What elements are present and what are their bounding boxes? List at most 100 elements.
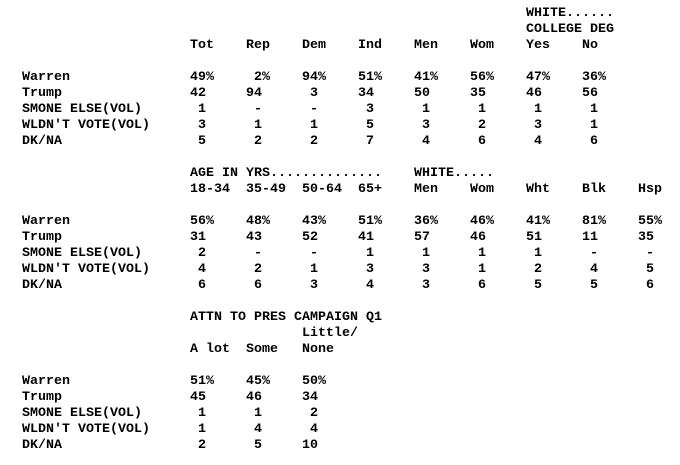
cell: - [254,102,262,117]
row-label: Trump [22,390,62,405]
group-header: WHITE...... [526,6,614,21]
cell: - [254,246,262,261]
cell: 3 [366,102,374,117]
cell: 46 [246,390,262,405]
cell: 1 [478,246,486,261]
cell: 1 [310,118,318,133]
cell: 2 [198,246,206,261]
row-label: SMONE ELSE(VOL) [22,102,142,117]
cell: 6 [254,278,262,293]
cell: - [310,246,318,261]
row-label: DK/NA [22,134,62,149]
row-label: DK/NA [22,438,62,453]
cell: 4 [198,262,206,277]
cell: 5 [254,438,262,453]
column-header: Men [414,182,438,197]
cell: 41 [358,230,374,245]
cell: 1 [310,262,318,277]
cell: 81% [582,214,606,229]
cell: 49% [190,70,214,85]
group-header: AGE IN YRS.............. [190,166,382,181]
column-header: Men [414,38,438,53]
cell: 46% [470,214,494,229]
cell: 41% [526,214,550,229]
cell: 48% [246,214,270,229]
cell: 1 [198,102,206,117]
cell: 56 [582,86,598,101]
cell: - [310,102,318,117]
column-header: Rep [246,38,270,53]
cell: 3 [534,118,542,133]
column-header: Hsp [638,182,662,197]
column-header: Blk [582,182,606,197]
row-label: DK/NA [22,278,62,293]
column-header: Little/ [302,326,358,341]
cell: 1 [590,102,598,117]
row-label: WLDN'T VOTE(VOL) [22,262,150,277]
group-header: ATTN TO PRES CAMPAIGN Q1 [190,310,382,325]
cell: 1 [534,102,542,117]
cell: 52 [302,230,318,245]
cell: - [646,246,654,261]
cell: 7 [366,134,374,149]
cell: 45 [190,390,206,405]
cell: 43% [302,214,326,229]
row-label: Warren [22,214,70,229]
cell: 34 [302,390,318,405]
cell: 2 [254,134,262,149]
column-header: Dem [302,38,326,53]
cell: 51 [526,230,542,245]
cell: 2 [534,262,542,277]
cell: 1 [590,118,598,133]
cell: 5 [366,118,374,133]
cell: 6 [590,134,598,149]
cell: 41% [414,70,438,85]
cell: 47% [526,70,550,85]
cell: 3 [366,262,374,277]
row-label: Warren [22,374,70,389]
row-label: SMONE ELSE(VOL) [22,246,142,261]
cell: 4 [254,422,262,437]
row-label: WLDN'T VOTE(VOL) [22,118,150,133]
column-header: Some [246,342,278,357]
cell: 5 [198,134,206,149]
row-label: SMONE ELSE(VOL) [22,406,142,421]
cell: 3 [422,278,430,293]
row-label: Warren [22,70,70,85]
cell: 51% [190,374,214,389]
column-header: Wom [470,38,494,53]
cell: 3 [422,262,430,277]
column-header: Wom [470,182,494,197]
column-header: Yes [526,38,550,53]
cell: 6 [478,134,486,149]
cell: 31 [190,230,206,245]
cell: 35 [638,230,654,245]
cell: 45% [246,374,270,389]
cell: 4 [366,278,374,293]
column-header: Wht [526,182,550,197]
cell: 1 [422,246,430,261]
cell: 1 [254,118,262,133]
cell: 94 [246,86,262,101]
cell: 1 [478,262,486,277]
cell: 36% [414,214,438,229]
row-label: WLDN'T VOTE(VOL) [22,422,150,437]
cell: 50% [302,374,326,389]
cell: 1 [366,246,374,261]
cell: 2 [198,438,206,453]
column-header: Tot [190,38,214,53]
cell: 2% [254,70,270,85]
cell: 2 [310,134,318,149]
column-header: No [582,38,598,53]
cell: 4 [590,262,598,277]
cell: 55% [638,214,662,229]
cell: 2 [254,262,262,277]
cell: 5 [590,278,598,293]
column-header: 18-34 [190,182,230,197]
cell: 57 [414,230,430,245]
cell: 3 [310,86,318,101]
cell: 56% [470,70,494,85]
cell: 35 [470,86,486,101]
cell: 3 [310,278,318,293]
cell: 36% [582,70,606,85]
